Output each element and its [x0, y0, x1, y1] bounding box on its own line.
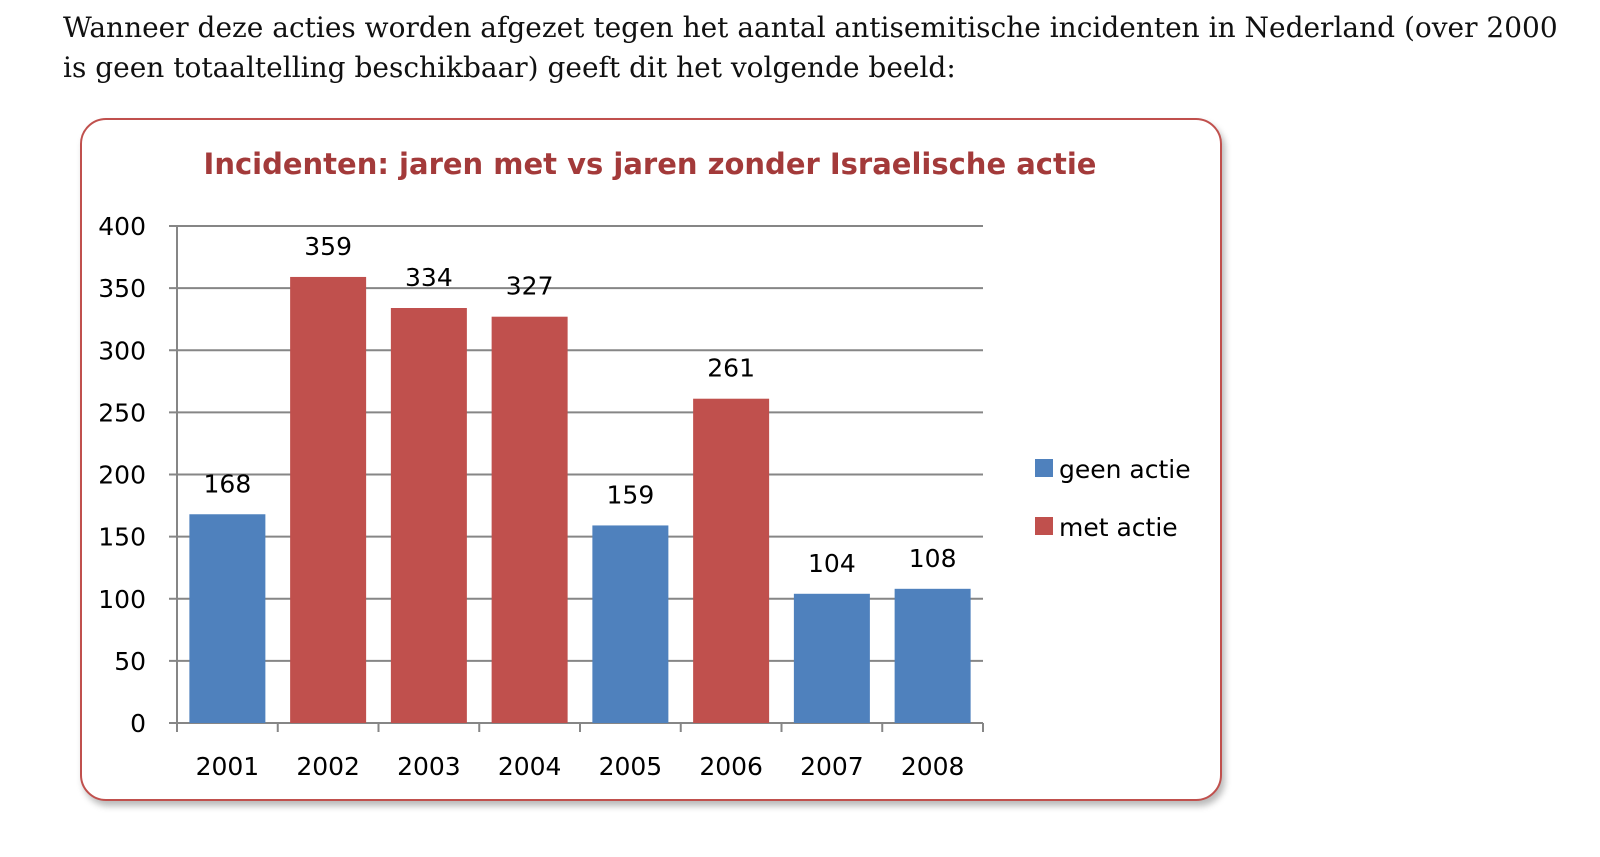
- y-tick-label: 250: [98, 398, 146, 427]
- bar-2002: [290, 276, 367, 723]
- y-tick-label: 400: [98, 212, 146, 241]
- bar-2001: [189, 514, 266, 723]
- legend-swatch: [1035, 517, 1053, 535]
- y-tick-label: 0: [130, 709, 146, 738]
- intro-paragraph: Wanneer deze acties worden afgezet tegen…: [63, 11, 1558, 84]
- axes: 0 50 100 150 200 250 300 350 400 2001 2002 2003 2004…: [98, 212, 984, 781]
- x-tick-label: 2003: [397, 752, 461, 781]
- data-label-2003: 334: [405, 263, 453, 292]
- bar-2007: [793, 593, 870, 723]
- data-label-2007: 104: [808, 549, 856, 578]
- x-tick-label: 2005: [599, 752, 663, 781]
- bar-2006: [693, 398, 770, 723]
- y-tick-label: 300: [98, 336, 146, 365]
- bar-2003: [390, 308, 467, 723]
- bar-2004: [491, 316, 568, 723]
- bar-2008: [894, 588, 971, 723]
- y-tick-label: 100: [98, 585, 146, 614]
- data-labels: 168 359 334 327 159 261 104 108: [204, 232, 957, 578]
- x-tick-label: 2004: [498, 752, 562, 781]
- data-label-2006: 261: [707, 354, 755, 383]
- bar-2005: [592, 525, 669, 723]
- x-tick-label: 2001: [196, 752, 260, 781]
- legend-label: geen actie: [1059, 455, 1191, 484]
- y-tick-label: 350: [98, 274, 146, 303]
- data-label-2005: 159: [607, 480, 655, 509]
- data-label-2008: 108: [909, 544, 957, 573]
- data-label-2001: 168: [204, 469, 252, 498]
- data-label-2004: 327: [506, 272, 554, 301]
- x-tick-label: 2006: [699, 752, 763, 781]
- x-tick-label: 2007: [800, 752, 864, 781]
- chart-title: Incidenten: jaren met vs jaren zonder Is…: [204, 147, 1097, 181]
- legend: geen actie met actie: [1035, 455, 1191, 542]
- legend-swatch: [1035, 459, 1053, 477]
- x-tick-label: 2008: [901, 752, 965, 781]
- legend-label: met actie: [1059, 513, 1178, 542]
- bars: [189, 276, 971, 723]
- data-label-2002: 359: [304, 232, 352, 261]
- x-tick-label: 2002: [296, 752, 360, 781]
- y-tick-label: 150: [98, 523, 146, 552]
- y-tick-label: 200: [98, 461, 146, 490]
- y-tick-label: 50: [114, 647, 146, 676]
